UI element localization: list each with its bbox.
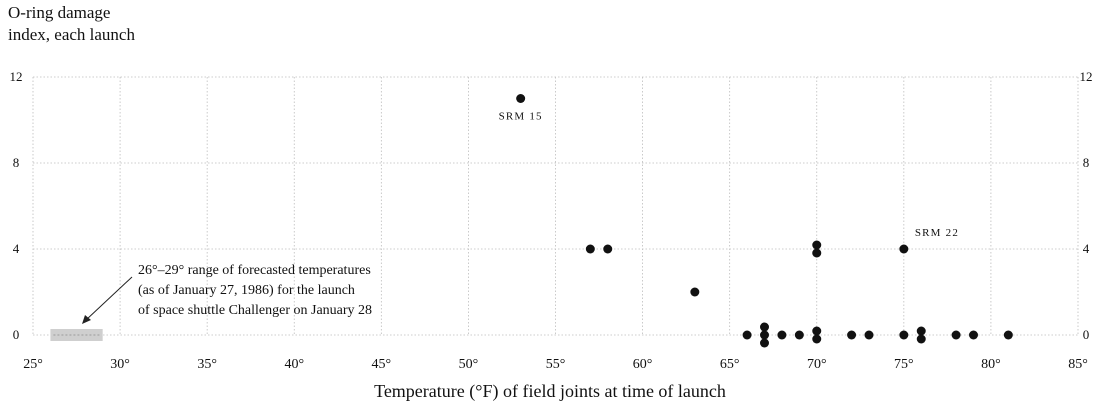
point-label: SRM 22 — [915, 227, 959, 239]
data-point — [742, 330, 752, 340]
annotation-line: 26°–29° range of forecasted temperatures — [138, 263, 371, 278]
y-tick-label-left: 4 — [13, 241, 20, 256]
data-point — [1003, 330, 1013, 340]
data-point — [812, 326, 822, 336]
x-tick-label: 25° — [23, 357, 43, 372]
y-axis-title-line-1: O-ring damage — [8, 3, 111, 22]
data-point — [899, 244, 909, 254]
data-point — [777, 330, 787, 340]
x-tick-label: 30° — [110, 357, 130, 372]
data-point — [794, 330, 804, 340]
data-point — [516, 94, 526, 103]
x-tick-label: 35° — [197, 357, 217, 372]
data-point — [760, 322, 769, 332]
point-label: SRM 15 — [499, 111, 543, 123]
y-tick-label-left: 0 — [13, 327, 20, 342]
x-tick-label: 55° — [546, 357, 566, 372]
y-tick-label-left: 12 — [10, 69, 23, 84]
data-point — [812, 334, 822, 344]
data-point — [603, 244, 613, 254]
data-point — [916, 326, 926, 336]
data-point — [760, 330, 769, 340]
annotation-line: of space shuttle Challenger on January 2… — [138, 303, 372, 318]
data-point — [969, 330, 978, 340]
y-axis-title-line-2: index, each launch — [8, 25, 135, 44]
y-tick-label-right: 12 — [1080, 69, 1093, 84]
data-point — [760, 338, 769, 348]
x-tick-label: 50° — [459, 357, 479, 372]
data-point — [951, 330, 961, 340]
y-tick-label-right: 4 — [1083, 241, 1090, 256]
data-point — [864, 330, 874, 340]
y-tick-label-right: 8 — [1083, 155, 1090, 170]
annotation-arrow-head — [82, 315, 91, 324]
data-point — [812, 248, 822, 258]
data-point — [899, 330, 909, 340]
x-tick-label: 45° — [372, 357, 392, 372]
x-axis-title: Temperature (°F) of field joints at time… — [374, 381, 726, 401]
y-tick-label-left: 8 — [13, 155, 20, 170]
x-tick-label: 40° — [284, 357, 304, 372]
x-tick-label: 80° — [981, 357, 1001, 372]
data-point — [812, 240, 822, 250]
y-tick-label-right: 0 — [1083, 327, 1090, 342]
x-tick-label: 75° — [894, 357, 914, 372]
x-tick-label: 85° — [1068, 357, 1088, 372]
forecast-range-band — [50, 329, 103, 341]
x-tick-label: 60° — [633, 357, 653, 372]
data-point — [916, 334, 926, 344]
data-point — [585, 244, 595, 254]
x-tick-label: 65° — [720, 357, 740, 372]
data-point — [690, 287, 700, 297]
annotation-line: (as of January 27, 1986) for the launch — [138, 283, 355, 298]
annotation-arrow-line — [85, 276, 133, 321]
data-point — [847, 330, 857, 340]
x-tick-label: 70° — [807, 357, 827, 372]
